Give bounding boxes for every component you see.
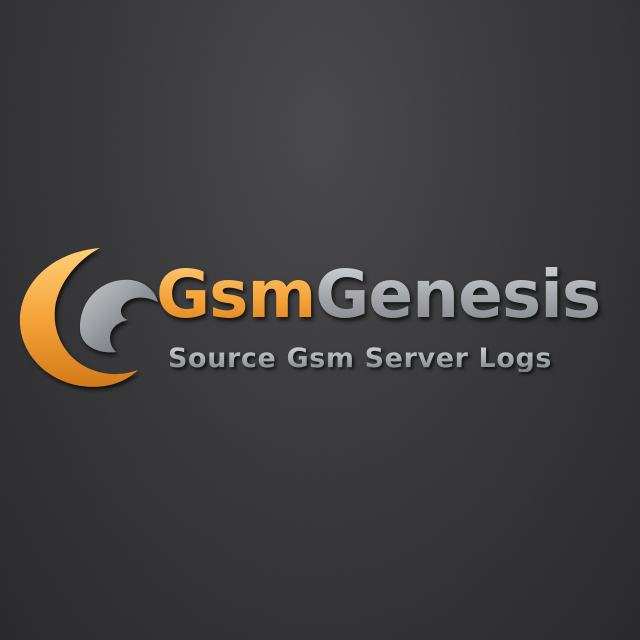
brand-title: GsmGenesis (156, 262, 601, 328)
brand-title-gsm: Gsm (156, 256, 316, 333)
brand-title-genesis: Genesis (315, 256, 601, 333)
brand-tagline: Source Gsm Server Logs (168, 343, 553, 374)
crescent-swoosh-icon (19, 248, 158, 387)
